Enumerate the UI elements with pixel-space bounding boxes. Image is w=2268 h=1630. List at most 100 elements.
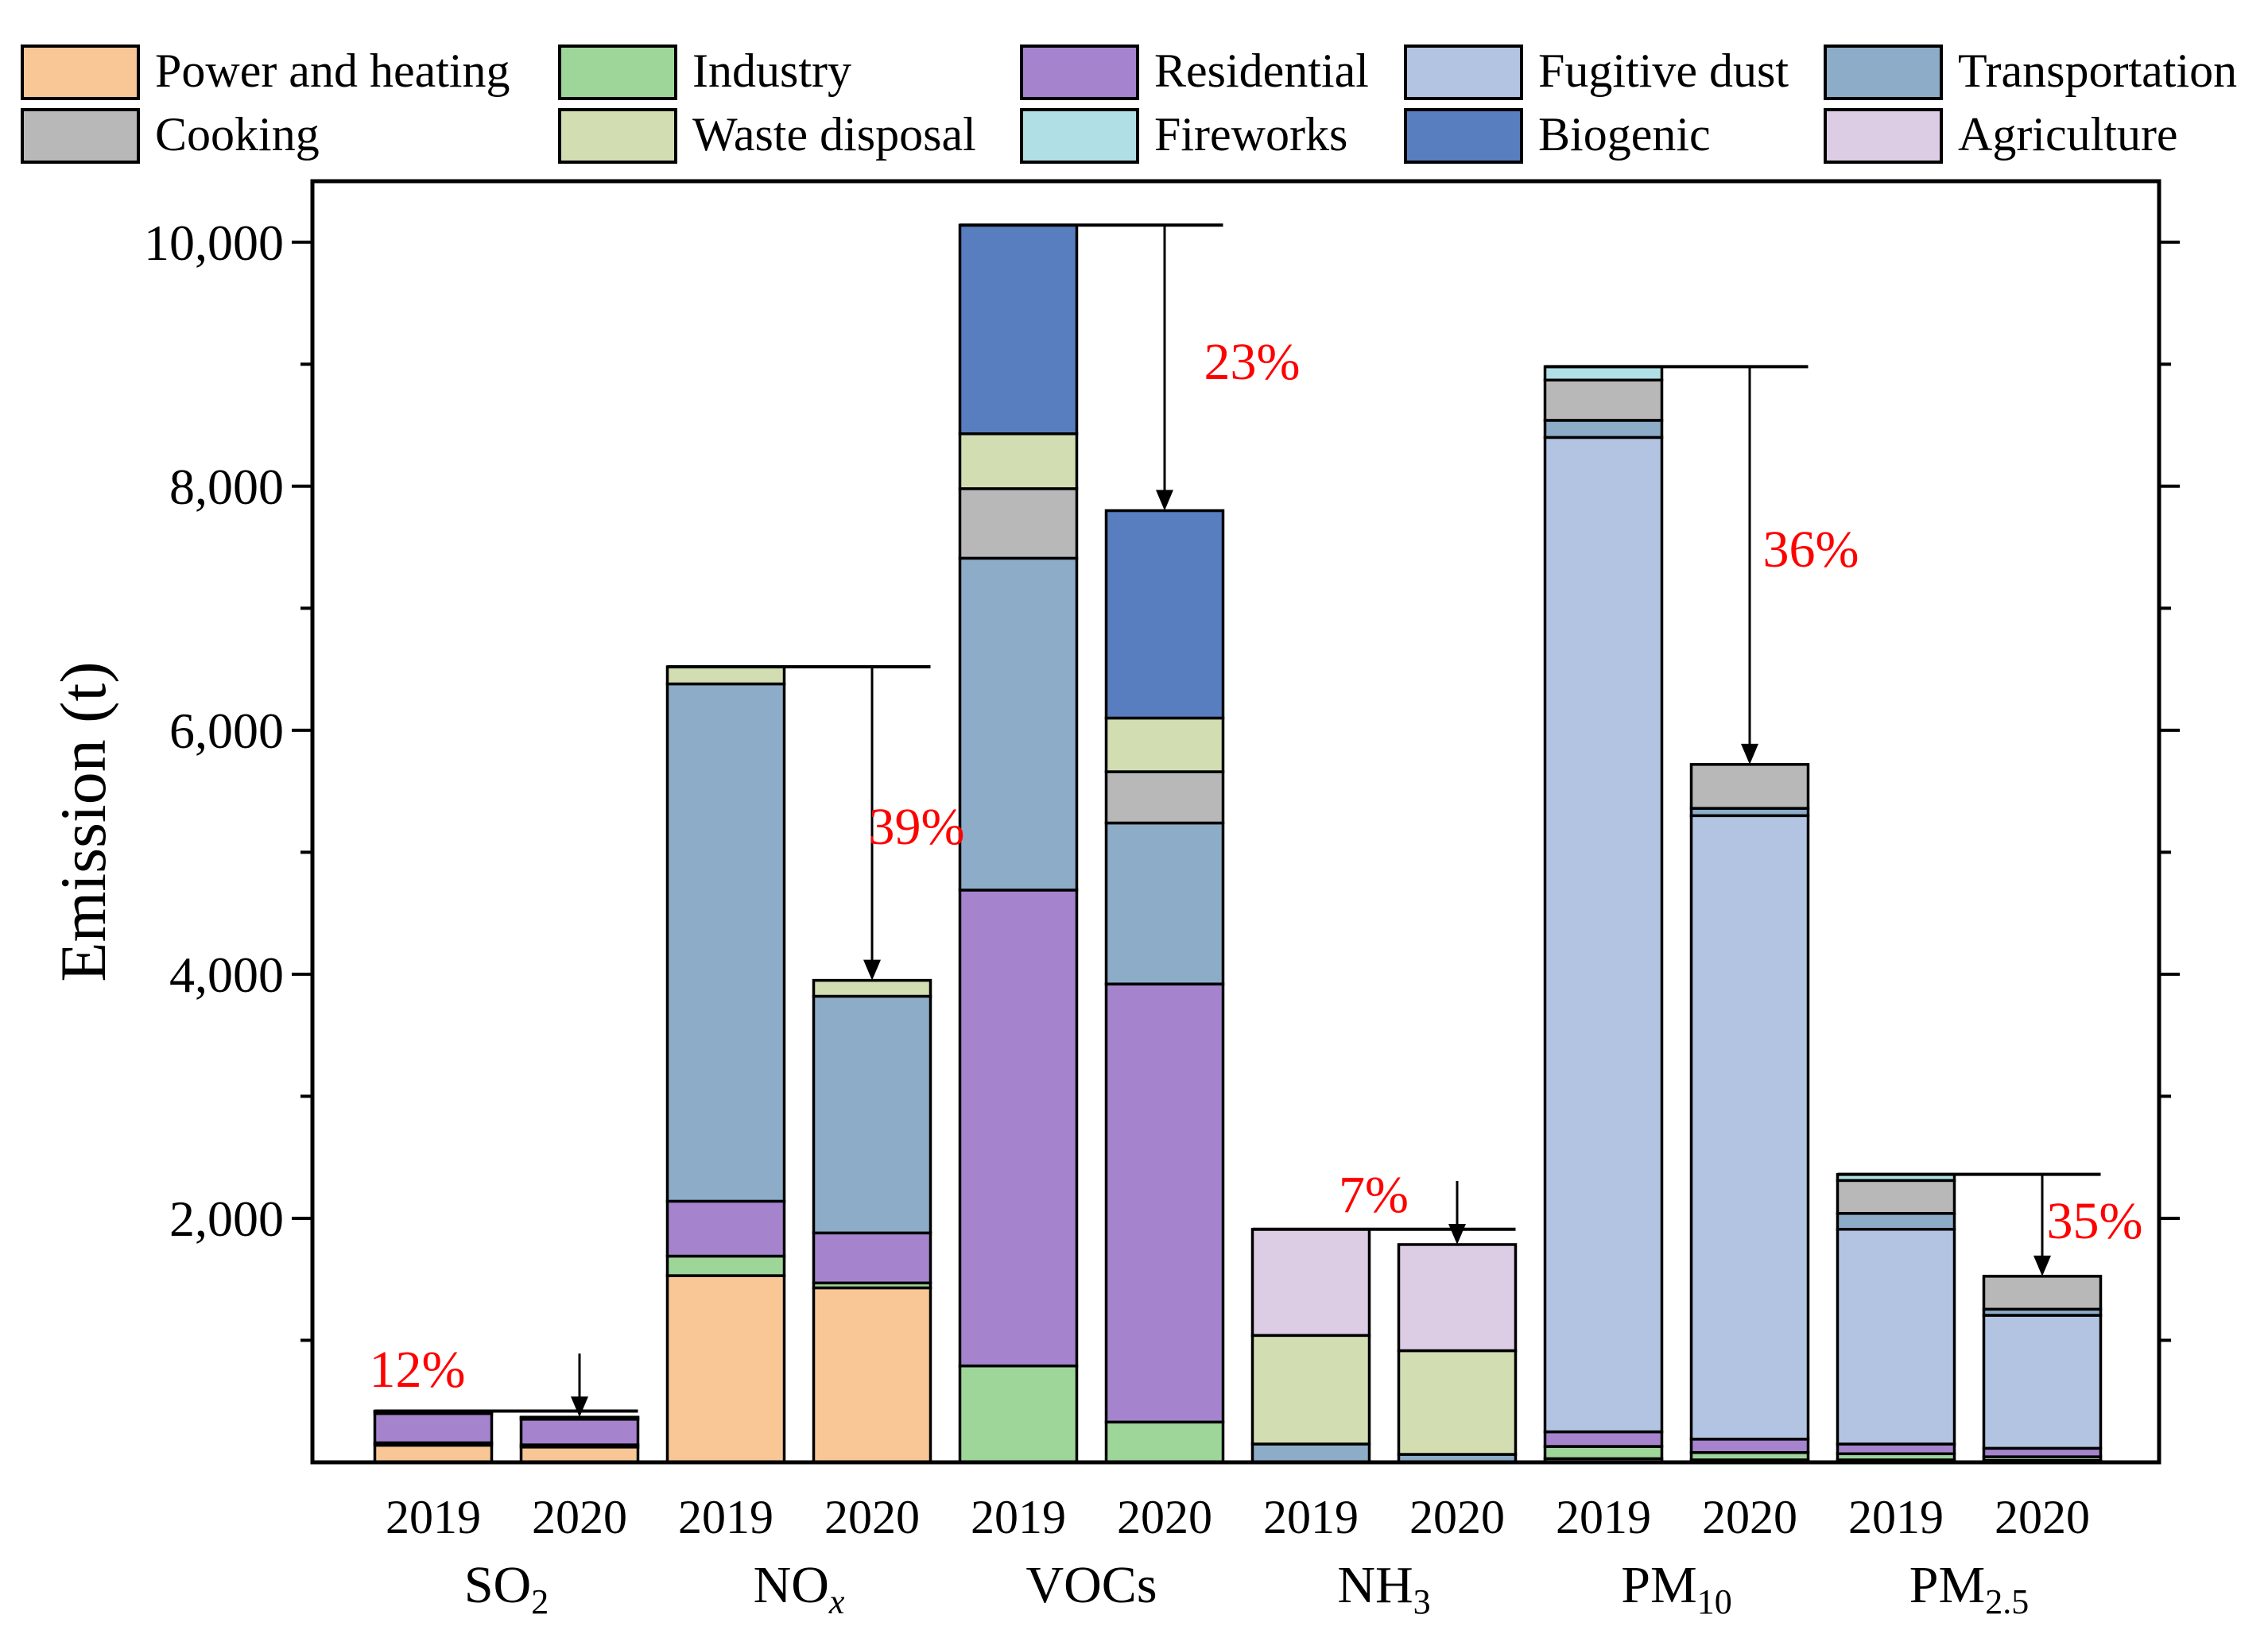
pollutant-main: PM	[1909, 1556, 1985, 1614]
legend-label-biogenic: Biogenic	[1538, 108, 1711, 161]
bar-segment-vocs-2020-biogenic	[1104, 509, 1225, 720]
pollutant-subscript: 10	[1697, 1582, 1732, 1621]
bar-segment-nox-2020-waste-disposal	[812, 978, 932, 998]
x-tick-label-2020: 2020	[532, 1491, 627, 1543]
pollutant-label-pm10: PM10	[1621, 1556, 1731, 1621]
bar-segment-pm25-2019-residential	[1836, 1442, 1956, 1456]
bar-segment-pm10-2019-residential	[1543, 1430, 1664, 1448]
legend-label-fugitive-dust: Fugitive dust	[1538, 45, 1789, 97]
legend-swatch-cooking	[21, 108, 140, 164]
reduction-percent-pm10: 36%	[1763, 521, 1859, 579]
reduction-percent-so2: 12%	[370, 1341, 466, 1399]
pollutant-main: SO	[464, 1556, 531, 1614]
y-tick-label: 10,000	[144, 215, 284, 271]
reduction-percent-vocs: 23%	[1204, 333, 1301, 391]
legend-swatch-industry	[558, 45, 677, 100]
pollutant-label-pm25: PM2.5	[1909, 1556, 2029, 1621]
reduction-arrow-head	[863, 959, 881, 981]
reduction-arrow-head	[571, 1396, 588, 1418]
bar-segment-pm10-2019-industry	[1543, 1445, 1664, 1461]
bar-segment-vocs-2020-residential	[1104, 982, 1225, 1424]
bar-segment-so2-2020-residential	[519, 1418, 640, 1446]
bar-segment-pm10-2020-cooking	[1689, 763, 1810, 810]
pollutant-subscript: 3	[1413, 1582, 1431, 1621]
legend-swatch-waste-disposal	[558, 108, 677, 164]
reduction-arrow-head	[1448, 1223, 1466, 1245]
x-tick-label-2019: 2019	[1848, 1491, 1944, 1543]
bar-segment-pm10-2019-fugitive-dust	[1543, 436, 1664, 1434]
bar-segment-so2-2019-residential	[373, 1411, 494, 1445]
bar-segment-pm25-2020-fugitive-dust	[1982, 1314, 2103, 1450]
bar-segment-pm10-2019-cooking	[1543, 378, 1664, 422]
plot-frame	[310, 179, 2161, 1465]
bar-segment-vocs-2019-transportation	[958, 556, 1079, 892]
reduction-percent-pm25: 35%	[2047, 1192, 2143, 1250]
legend-label-power-and-heating: Power and heating	[155, 45, 510, 97]
pollutant-subscript: 2	[531, 1582, 549, 1621]
bar-segment-nh3-2019-agriculture	[1250, 1228, 1371, 1338]
pollutant-main: NH	[1337, 1556, 1413, 1614]
y-axis-label: Emission (t)	[47, 661, 119, 981]
x-tick-label-2019: 2019	[1263, 1491, 1359, 1543]
legend-swatch-biogenic	[1404, 108, 1523, 164]
legend-label-residential: Residential	[1154, 45, 1369, 97]
x-tick-label-2019: 2019	[678, 1491, 773, 1543]
bar-segment-so2-2020-waste-disposal	[519, 1415, 640, 1419]
bar-segment-vocs-2019-residential	[958, 889, 1079, 1368]
bar-segment-nox-2020-residential	[812, 1231, 932, 1285]
bar-segment-pm25-2020-cooking	[1982, 1275, 2103, 1311]
bar-segment-vocs-2020-waste-disposal	[1104, 716, 1225, 773]
bar-segment-nox-2020-transportation	[812, 994, 932, 1235]
legend-swatch-residential	[1020, 45, 1139, 100]
x-tick-label-2019: 2019	[1556, 1491, 1651, 1543]
bar-segment-nox-2019-waste-disposal	[665, 665, 786, 686]
x-tick-label-2020: 2020	[1995, 1491, 2090, 1543]
legend-swatch-fugitive-dust	[1404, 45, 1523, 100]
legend-swatch-transportation	[1824, 45, 1943, 100]
bar-segment-nox-2019-transportation	[665, 682, 786, 1203]
bar-segment-vocs-2019-biogenic	[958, 223, 1079, 436]
x-tick-label-2020: 2020	[824, 1491, 920, 1543]
x-tick-label-2020: 2020	[1702, 1491, 1797, 1543]
reduction-arrow-head	[2033, 1255, 2051, 1276]
legend-label-fireworks: Fireworks	[1154, 108, 1347, 161]
bar-segment-pm10-2020-fugitive-dust	[1689, 814, 1810, 1441]
bar-segment-pm10-2020-residential	[1689, 1438, 1810, 1454]
reduction-percent-nh3: 7%	[1339, 1166, 1409, 1224]
bar-segment-vocs-2019-industry	[958, 1364, 1079, 1464]
bar-segment-pm10-2019-fireworks	[1543, 365, 1664, 381]
legend-label-agriculture: Agriculture	[1958, 108, 2178, 161]
bar-segment-vocs-2019-cooking	[958, 487, 1079, 560]
bar-segment-nh3-2020-agriculture	[1397, 1243, 1518, 1353]
y-tick-label: 8,000	[169, 459, 284, 515]
legend-swatch-agriculture	[1824, 108, 1943, 164]
bar-segment-vocs-2020-cooking	[1104, 770, 1225, 825]
pollutant-main: NO	[754, 1556, 829, 1614]
y-tick-label: 6,000	[169, 703, 284, 759]
bar-segment-pm25-2019-fugitive-dust	[1836, 1228, 1956, 1446]
legend-label-industry: Industry	[692, 45, 851, 97]
bar-segment-nox-2019-residential	[665, 1199, 786, 1258]
bar-segment-nh3-2019-transportation	[1250, 1442, 1371, 1464]
bar-segment-nh3-2019-waste-disposal	[1250, 1334, 1371, 1446]
x-tick-label-2020: 2020	[1117, 1491, 1212, 1543]
legend-label-transportation: Transportation	[1958, 45, 2237, 97]
y-tick-label: 2,000	[169, 1191, 284, 1247]
legend-swatch-fireworks	[1020, 108, 1139, 164]
bar-segment-nox-2019-industry	[665, 1254, 786, 1277]
bar-segment-nox-2019-power-and-heating	[665, 1274, 786, 1464]
x-tick-label-2019: 2019	[386, 1491, 481, 1543]
y-tick-label: 4,000	[169, 947, 284, 1003]
bar-segment-so2-2020-power-and-heating	[519, 1446, 640, 1464]
bar-segment-pm25-2019-transportation	[1836, 1212, 1956, 1231]
pollutant-main: VOCs	[1025, 1556, 1157, 1614]
bar-segment-vocs-2020-transportation	[1104, 821, 1225, 985]
legend-swatch-power-and-heating	[21, 45, 140, 100]
pollutant-label-nox: NOx	[754, 1556, 845, 1621]
bar-segment-so2-2019-power-and-heating	[373, 1443, 494, 1464]
reduction-arrow-head	[1156, 490, 1173, 511]
reduction-percent-nox: 39%	[869, 798, 965, 856]
bar-segment-nox-2020-power-and-heating	[812, 1286, 932, 1464]
bar-segment-pm25-2019-cooking	[1836, 1179, 1956, 1215]
